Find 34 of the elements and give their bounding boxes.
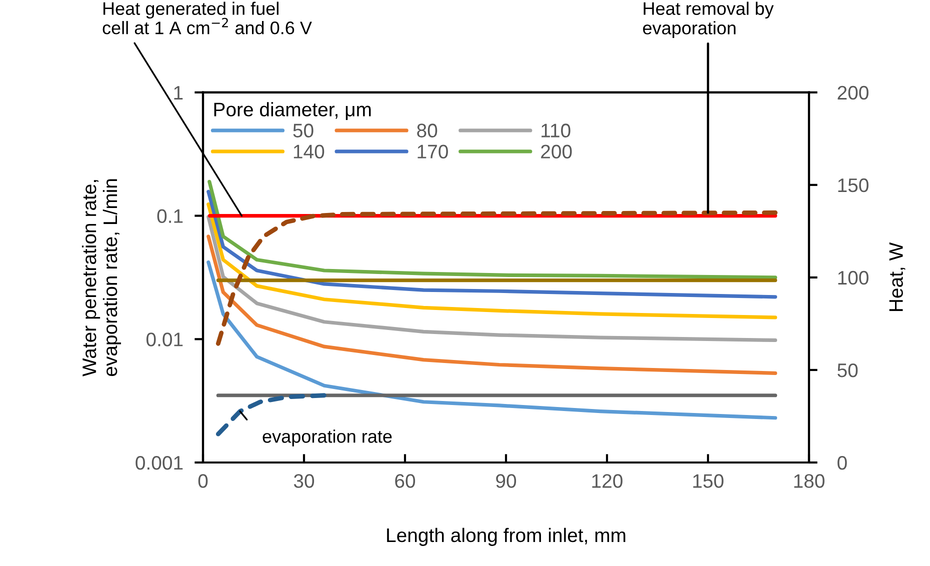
legend-label: 110	[542, 124, 570, 138]
x-tick-label: 180	[794, 474, 824, 488]
annotation: Heat generated in fuel cell at 1 A cm$^{−2}$ and 0.6 V	[102, 2, 312, 34]
y2-tick-label: 0	[838, 456, 847, 470]
x-tick-label: 0	[198, 474, 208, 488]
y-tick-label: 0.1	[157, 209, 183, 224]
y2-tick-label: 50	[838, 363, 858, 378]
x-tick-label: 120	[592, 474, 622, 488]
y-tick-label: 0.01	[146, 332, 183, 346]
x-tick-label: 90	[496, 474, 516, 488]
y2-tick-label: 150	[838, 178, 868, 192]
line-series	[206, 202, 778, 320]
x-tick-label: 60	[395, 474, 416, 488]
legend-title: Pore diameter, μm	[214, 102, 371, 120]
y2-tick-label: 100	[838, 270, 868, 285]
y-tick-label: 1	[174, 86, 183, 100]
line-series	[206, 260, 778, 420]
y2-axis-title: Heat, W	[889, 242, 906, 311]
line-series	[208, 180, 778, 280]
y-tick-label: 0.001	[136, 456, 183, 470]
line-series	[206, 234, 778, 375]
legend-label: 80	[417, 124, 438, 138]
x-tick-label: 150	[693, 474, 724, 488]
x-axis-title: Length along from inlet, mm	[387, 528, 626, 546]
annotation: Heat removal by evaporation	[643, 2, 774, 38]
legend-label: 170	[418, 144, 448, 158]
annotation: evaporation rate	[262, 430, 392, 446]
y-axis-title: Water penetration rate, evaporation rate, L/min	[82, 179, 122, 376]
line-series	[206, 190, 778, 299]
legend-label: 200	[541, 144, 572, 158]
y2-tick-label: 200	[838, 86, 868, 100]
legend-label: 50	[293, 124, 314, 138]
legend-label: 140	[294, 144, 324, 158]
x-tick-label: 30	[294, 474, 314, 488]
